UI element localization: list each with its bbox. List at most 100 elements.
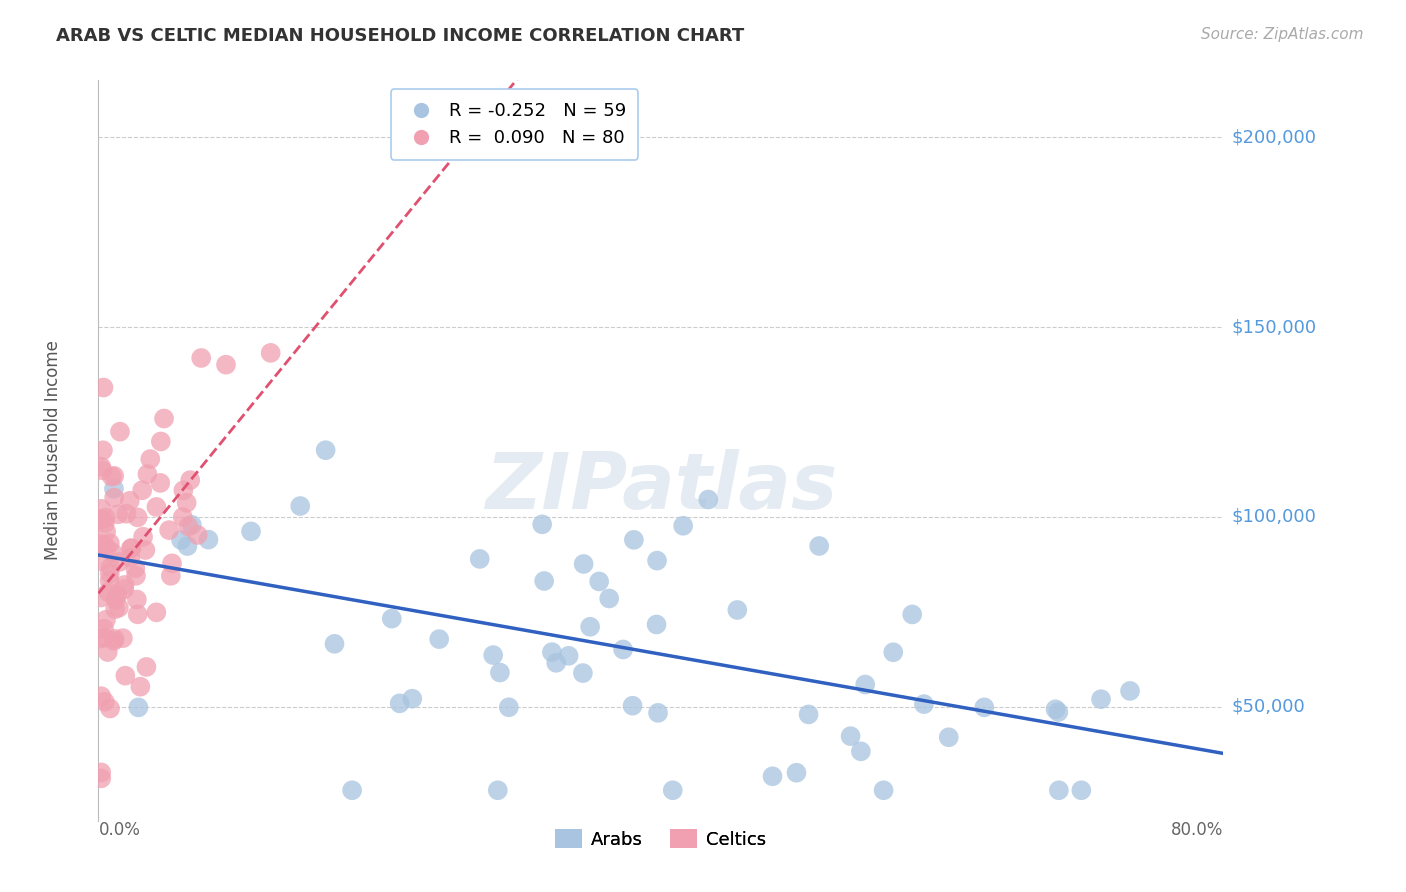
- Point: [853, 677, 876, 691]
- Point: [572, 557, 595, 571]
- Point: [131, 483, 153, 498]
- Point: [108, 600, 131, 615]
- Point: [381, 612, 404, 626]
- Text: 0.0%: 0.0%: [98, 821, 141, 838]
- Text: $150,000: $150,000: [1232, 318, 1316, 336]
- Point: [176, 539, 198, 553]
- Legend: Arabs, Celtics: Arabs, Celtics: [548, 822, 773, 856]
- Point: [531, 517, 554, 532]
- Point: [482, 648, 505, 662]
- Point: [177, 519, 200, 533]
- Point: [90, 501, 112, 516]
- Text: $100,000: $100,000: [1232, 508, 1316, 526]
- Point: [132, 530, 155, 544]
- Point: [672, 518, 695, 533]
- Point: [93, 631, 115, 645]
- Point: [761, 769, 783, 783]
- Point: [90, 537, 112, 551]
- Point: [112, 582, 135, 596]
- Point: [498, 700, 520, 714]
- Point: [160, 557, 183, 571]
- Point: [340, 783, 363, 797]
- Point: [533, 574, 555, 588]
- Point: [111, 631, 134, 645]
- Point: [120, 550, 142, 565]
- Point: [697, 492, 720, 507]
- Point: [125, 592, 148, 607]
- Point: [785, 765, 807, 780]
- Point: [127, 510, 149, 524]
- Point: [104, 602, 127, 616]
- Point: [872, 783, 894, 797]
- Text: $200,000: $200,000: [1232, 128, 1316, 146]
- Point: [114, 578, 136, 592]
- Point: [172, 510, 194, 524]
- Point: [973, 700, 995, 714]
- Point: [91, 463, 114, 477]
- Point: [136, 467, 159, 482]
- Point: [90, 591, 112, 605]
- Point: [197, 533, 219, 547]
- Point: [90, 459, 112, 474]
- Point: [315, 443, 337, 458]
- Point: [157, 523, 180, 537]
- Text: $50,000: $50,000: [1232, 698, 1305, 715]
- Point: [118, 493, 141, 508]
- Point: [98, 574, 121, 588]
- Point: [104, 632, 127, 646]
- Point: [149, 475, 172, 490]
- Text: Source: ZipAtlas.com: Source: ZipAtlas.com: [1201, 27, 1364, 42]
- Point: [153, 411, 176, 425]
- Point: [96, 524, 118, 539]
- Point: [94, 613, 117, 627]
- Point: [91, 443, 114, 458]
- Point: [90, 554, 112, 568]
- Point: [588, 574, 610, 589]
- Point: [135, 660, 157, 674]
- Point: [114, 668, 136, 682]
- Point: [912, 697, 935, 711]
- Point: [1047, 705, 1070, 719]
- Point: [645, 553, 668, 567]
- Point: [1119, 684, 1142, 698]
- Point: [190, 351, 212, 365]
- Point: [170, 533, 193, 547]
- Point: [98, 701, 121, 715]
- Point: [98, 566, 121, 581]
- Point: [160, 569, 183, 583]
- Point: [661, 783, 683, 797]
- Point: [240, 524, 263, 539]
- Text: 80.0%: 80.0%: [1171, 821, 1223, 838]
- Point: [94, 510, 117, 524]
- Text: ZIPatlas: ZIPatlas: [485, 450, 837, 525]
- Point: [647, 706, 669, 720]
- Text: Median Household Income: Median Household Income: [45, 341, 62, 560]
- Point: [107, 588, 129, 602]
- Point: [901, 607, 924, 622]
- Point: [90, 512, 112, 526]
- Point: [98, 560, 121, 574]
- Point: [612, 642, 634, 657]
- Point: [93, 538, 115, 552]
- Point: [127, 607, 149, 622]
- Point: [90, 765, 112, 780]
- Point: [215, 358, 238, 372]
- Point: [541, 645, 564, 659]
- Point: [125, 568, 148, 582]
- Point: [572, 666, 595, 681]
- Point: [124, 561, 146, 575]
- Point: [108, 555, 131, 569]
- Point: [1070, 783, 1092, 797]
- Point: [90, 632, 112, 646]
- Point: [1090, 692, 1112, 706]
- Point: [323, 637, 346, 651]
- Point: [290, 499, 312, 513]
- Point: [882, 645, 904, 659]
- Point: [90, 772, 112, 786]
- Point: [101, 546, 124, 560]
- Point: [388, 696, 411, 710]
- Point: [579, 620, 602, 634]
- Point: [134, 543, 156, 558]
- Point: [839, 729, 862, 743]
- Point: [623, 533, 645, 547]
